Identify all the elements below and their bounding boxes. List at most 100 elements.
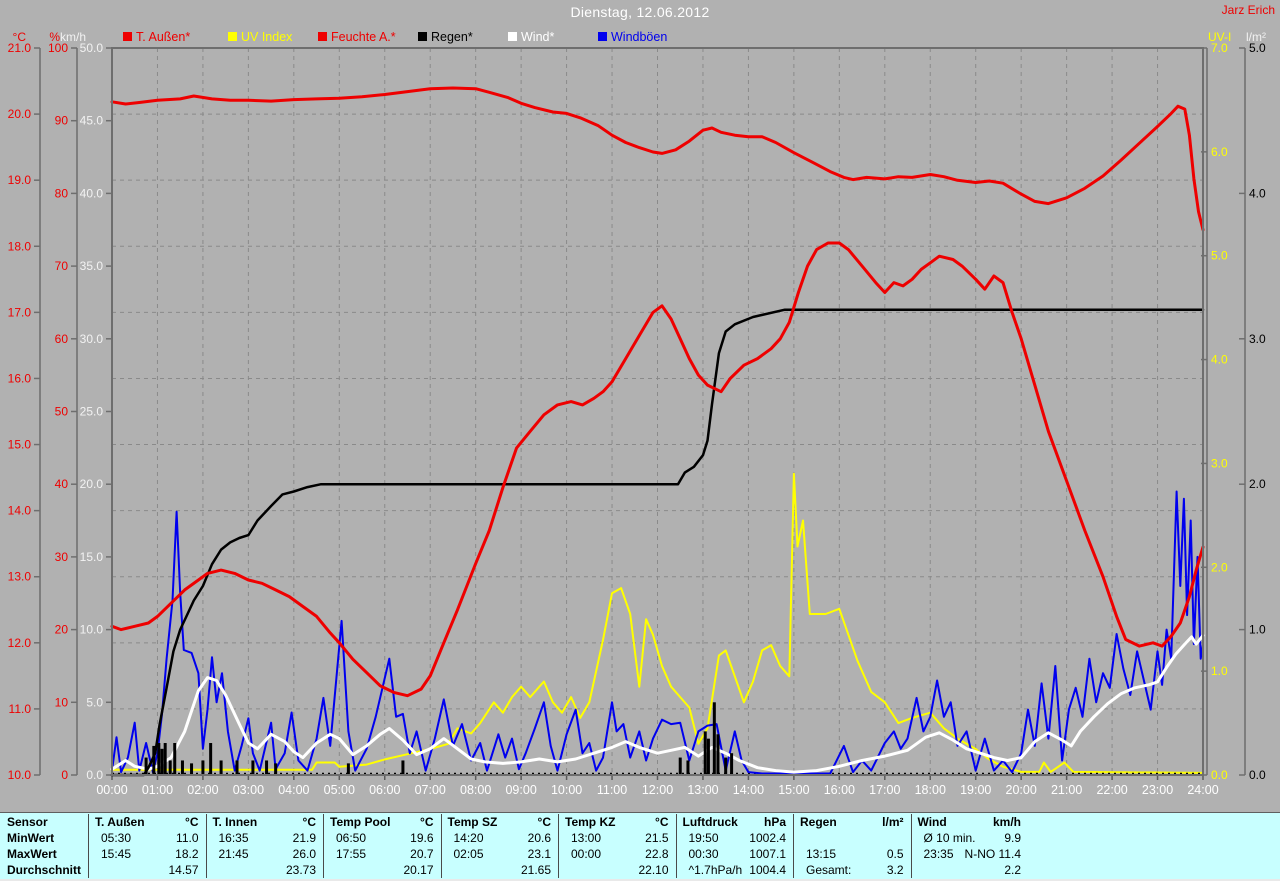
table-row-label: Sensor — [7, 815, 48, 829]
axis-tick-label: 90 — [55, 114, 69, 128]
axis-tick-label: 20 — [55, 623, 69, 637]
value-number: 20.7 — [410, 847, 434, 861]
axis-tick-label: 20.0 — [80, 477, 104, 491]
x-axis-label: 05:00 — [324, 783, 355, 797]
value-time: 23:35 — [923, 847, 954, 861]
rain-bar — [712, 702, 716, 775]
axis-tick-label: 4.0 — [1211, 353, 1228, 367]
value-number: 18.2 — [175, 847, 199, 861]
rain-bar — [168, 760, 172, 775]
axis-unit-label: °C — [13, 30, 27, 44]
plot-border — [111, 47, 1204, 776]
value-time: Ø 10 min. — [923, 831, 976, 845]
value-number: 14.57 — [168, 863, 199, 877]
value-time: 21:45 — [218, 847, 249, 861]
value-time: 00:30 — [688, 847, 719, 861]
table-cell-group: 00:00 22.8 — [558, 846, 676, 862]
table-filler — [1028, 814, 1280, 830]
x-axis-label: 18:00 — [915, 783, 946, 797]
table-cell-group: Temp SZ °C — [440, 814, 559, 830]
sensor-name: Temp SZ — [447, 815, 498, 829]
table-cell-group: Ø 10 min. 9.9 — [910, 830, 1029, 846]
table-cell-group: 16:35 21.9 — [205, 830, 324, 846]
legend-swatch — [598, 32, 607, 41]
axis-tick-label: 4.0 — [1249, 186, 1266, 200]
rain-bar — [190, 763, 194, 775]
table-cell-group: 05:30 11.0 — [88, 830, 206, 846]
legend-swatch — [228, 32, 237, 41]
x-axis-label: 11:00 — [597, 783, 627, 797]
table-cell-group: Temp KZ °C — [558, 814, 676, 830]
value-number: 1007.1 — [749, 847, 786, 861]
value-number: 0.5 — [886, 847, 904, 861]
sensor-name: Wind — [917, 815, 947, 829]
x-axis-label: 06:00 — [369, 783, 400, 797]
value-time: 14:20 — [453, 831, 484, 845]
rain-bar — [157, 743, 161, 775]
value-number: 21.9 — [292, 831, 316, 845]
value-time — [207, 862, 219, 878]
value-time — [912, 862, 924, 878]
value-time: 13:15 — [806, 847, 837, 861]
value-number: 2.2 — [1004, 863, 1021, 877]
legend-label: T. Außen* — [136, 30, 190, 44]
table-cell-group: 15:45 18.2 — [88, 846, 206, 862]
x-axis-label: 10:00 — [551, 783, 582, 797]
table-cell-group: 20.17 — [323, 862, 441, 878]
value-time: 13:00 — [571, 831, 602, 845]
x-axis-label: 19:00 — [960, 783, 991, 797]
value-number: 22.8 — [645, 847, 669, 861]
x-axis-label: 00:00 — [96, 783, 127, 797]
axis-tick-label: 5.0 — [1211, 249, 1228, 263]
axis-tick-label: 20.0 — [8, 107, 32, 121]
value-number: 11.0 — [176, 831, 199, 845]
x-axis-label: 17:00 — [869, 783, 900, 797]
x-axis-label: 08:00 — [460, 783, 491, 797]
table-cell-group — [793, 830, 911, 846]
table-cell-group: 00:30 1007.1 — [675, 846, 794, 862]
value-number: 20.6 — [527, 831, 551, 845]
value-number: N-NO 11.4 — [964, 847, 1021, 861]
axis-tick-label: 60 — [55, 332, 69, 346]
watermark-author: Jarz Erich — [1221, 3, 1275, 17]
legend-swatch — [418, 32, 427, 41]
axis-tick-label: 15.0 — [8, 438, 32, 452]
axis-tick-label: 21.0 — [8, 41, 32, 55]
weather-chart-panel: 21.0 20.0 19.0 18.0 17.0 16.0 15.0 14.0 13.0 12.0… — [8, 3, 1275, 797]
axis-tick-label: 11.0 — [9, 702, 32, 716]
axis-tick-label: 16.0 — [8, 371, 32, 385]
value-time — [324, 862, 336, 878]
table-cell-group: Wind km/h — [910, 814, 1029, 830]
value-time — [442, 862, 454, 878]
value-number: 1004.4 — [749, 863, 786, 877]
axis-tick-label: 6.0 — [1211, 145, 1228, 159]
value-number: 23.1 — [527, 847, 551, 861]
x-axis-label: 02:00 — [187, 783, 218, 797]
axis-unit-label: km/h — [60, 30, 86, 44]
axis-tick-label: 12.0 — [8, 636, 32, 650]
axis-tick-label: 18.0 — [8, 239, 32, 253]
value-time: 02:05 — [453, 847, 484, 861]
axis-tick-label: 0.0 — [1211, 768, 1228, 782]
axis-tick-label: 40.0 — [80, 186, 104, 200]
table-cell-group: 13:15 0.5 — [793, 846, 911, 862]
table-row: Durchschnitt 14.57 23.73 20.17 21.65 22.10 ^1.… — [0, 862, 1280, 878]
x-axis-label: 15:00 — [778, 783, 809, 797]
table-cell-group: 21.65 — [440, 862, 559, 878]
legend-label: UV Index — [241, 30, 293, 44]
table-row-label: MaxWert — [7, 847, 57, 861]
sensor-unit: °C — [537, 815, 551, 829]
rain-bar — [274, 763, 278, 775]
axis-tick-label: 35.0 — [80, 259, 104, 273]
rain-bar — [173, 743, 177, 775]
axis-tick-label: 10.0 — [80, 623, 104, 637]
rain-bar — [152, 745, 156, 775]
series-regen-summe — [110, 308, 1205, 777]
axis-tick-label: 50.0 — [80, 41, 104, 55]
table-row-label: Durchschnitt — [7, 863, 82, 877]
axis-tick-label: 10.0 — [8, 768, 32, 782]
table-cell-group: 23.73 — [205, 862, 324, 878]
series-wind — [110, 633, 1205, 774]
axis-tick-label: 14.0 — [8, 504, 32, 518]
rain-bar — [180, 760, 184, 775]
